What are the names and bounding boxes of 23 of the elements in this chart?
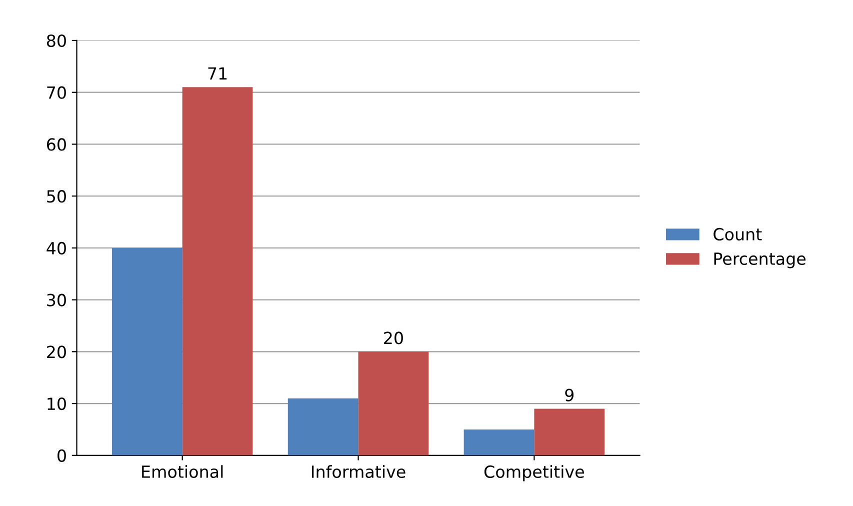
data-label: 9 [565, 388, 574, 402]
bar [112, 248, 182, 456]
y-tick-label: 80 [46, 34, 66, 48]
legend-label: Count [714, 228, 762, 241]
y-tick-label: 60 [47, 138, 66, 151]
data-label: 71 [208, 67, 227, 80]
y-tick-label: 50 [47, 190, 66, 203]
y-tick-label: 70 [47, 86, 66, 99]
bar [288, 398, 358, 456]
y-tick-label: 30 [47, 294, 66, 306]
bar [182, 87, 253, 456]
legend-label: Percentage [714, 252, 806, 268]
y-tick-label: 20 [47, 346, 66, 358]
bar [534, 408, 605, 456]
x-tick-label: Competitive [484, 465, 584, 482]
y-tick-label: 10 [48, 397, 66, 410]
x-tick-label: Informative [312, 465, 406, 478]
y-tick-label: 40 [46, 242, 66, 255]
data-label: 20 [384, 332, 403, 344]
bar [358, 352, 429, 456]
y-tick-label: 0 [58, 449, 66, 462]
x-tick-label: Emotional [142, 465, 223, 478]
bar [464, 429, 534, 456]
